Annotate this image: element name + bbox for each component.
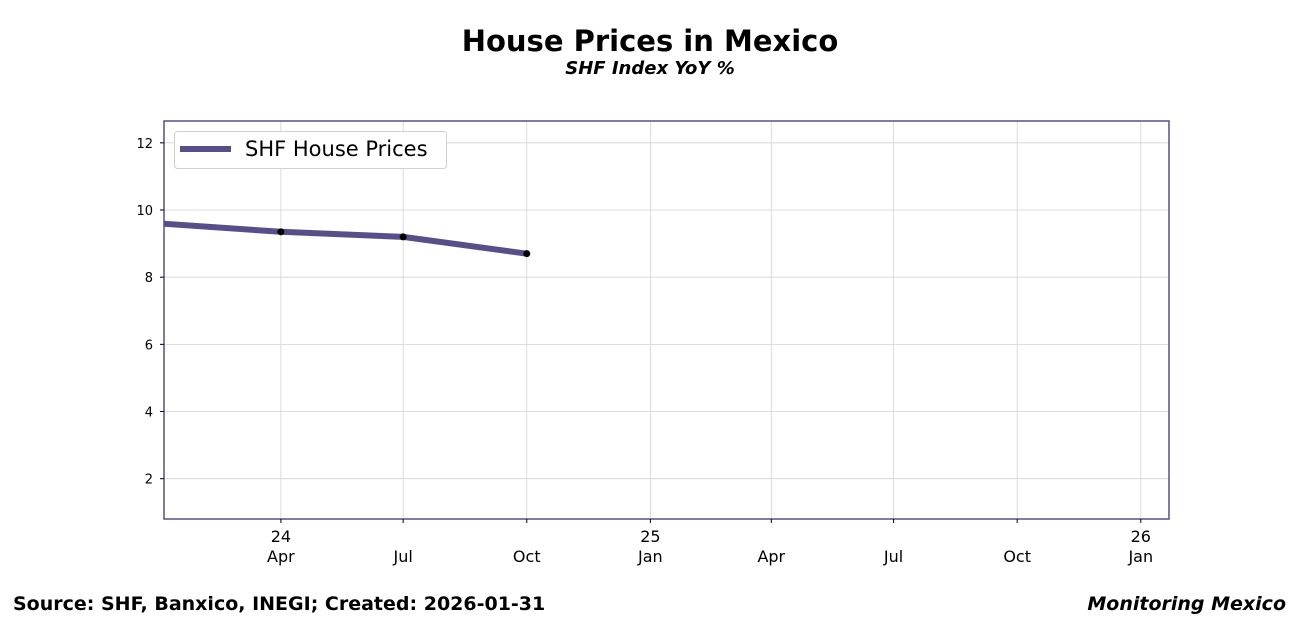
- x-tick-year-label: 24: [271, 527, 291, 546]
- y-tick-label: 12: [136, 137, 153, 152]
- x-tick-month-label: Jul: [393, 547, 413, 566]
- y-tick-label: 6: [145, 338, 153, 353]
- legend-box: [174, 131, 447, 169]
- y-tick-label: 4: [145, 406, 153, 421]
- data-point-marker: [277, 228, 285, 236]
- brand-label: Monitoring Mexico: [1087, 593, 1286, 615]
- marker-layer: [277, 228, 531, 258]
- plot-frame: [163, 120, 1170, 520]
- x-tick-month-label: Jul: [883, 547, 903, 566]
- grid-lines: [164, 121, 1169, 519]
- x-tick-month-label: Oct: [1003, 547, 1031, 566]
- x-tick-month-label: Apr: [267, 547, 295, 566]
- y-tick-label: 8: [145, 271, 153, 286]
- source-note: Source: SHF, Banxico, INEGI; Created: 20…: [13, 593, 546, 615]
- x-tick-month-label: Jan: [1127, 547, 1153, 566]
- series-layer: [164, 220, 528, 257]
- data-point-marker: [523, 250, 531, 258]
- x-tick-month-label: Oct: [513, 547, 541, 566]
- y-tick-label: 2: [145, 473, 153, 488]
- legend: SHF House Prices: [174, 131, 447, 169]
- y-tick-label: 10: [136, 204, 153, 219]
- series-line-shf-house-prices: [164, 220, 528, 257]
- chart-subtitle: SHF Index YoY %: [565, 58, 735, 79]
- x-tick-month-label: Jan: [637, 547, 663, 566]
- x-tick-year-label: 25: [640, 527, 660, 546]
- x-tick-year-label: 26: [1131, 527, 1151, 546]
- chart-title: House Prices in Mexico: [461, 24, 839, 58]
- data-point-marker: [399, 233, 407, 241]
- legend-label: SHF House Prices: [245, 137, 428, 161]
- x-tick-month-label: Apr: [757, 547, 785, 566]
